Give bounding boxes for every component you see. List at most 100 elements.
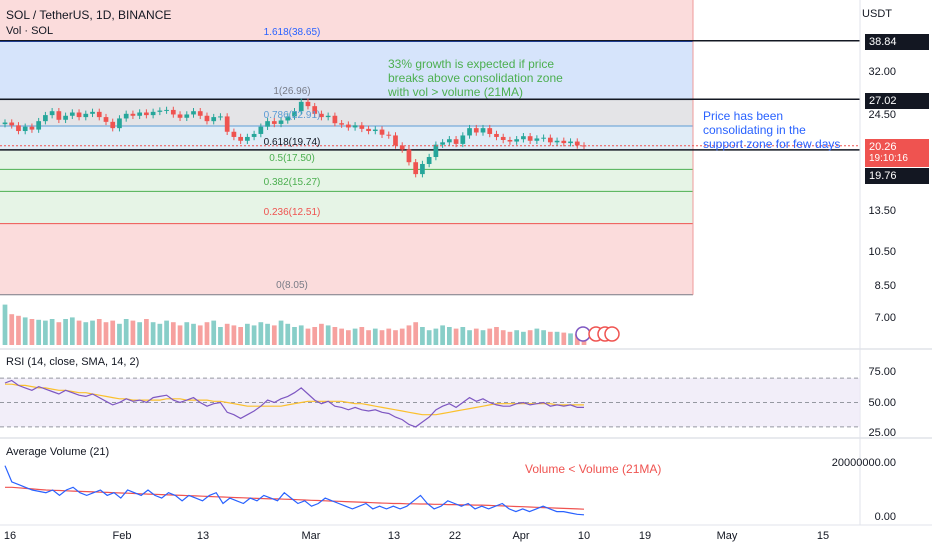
symbol-title[interactable]: SOL / TetherUS, 1D, BINANCE bbox=[6, 8, 172, 22]
avg-volume-tick: 20000000.00 bbox=[831, 457, 896, 469]
volume-bar bbox=[399, 328, 405, 345]
volume-bar bbox=[366, 330, 371, 345]
volume-bar bbox=[325, 325, 331, 345]
candle-body bbox=[568, 141, 573, 144]
price-tick: 10.50 bbox=[868, 246, 896, 258]
volume-bar bbox=[69, 317, 75, 345]
candle-body bbox=[426, 157, 432, 164]
candle-body bbox=[413, 162, 419, 175]
event-icon bbox=[604, 326, 620, 342]
rsi-tick: 75.00 bbox=[868, 366, 896, 378]
volume-bar bbox=[117, 323, 122, 345]
candle-body bbox=[514, 139, 520, 142]
candle-body bbox=[29, 126, 35, 130]
volume-bar bbox=[144, 319, 149, 345]
fib-label-0: 0(8.05) bbox=[276, 280, 308, 291]
growth-annotation[interactable]: 33% growth is expected if price breaks a… bbox=[388, 57, 563, 99]
volume-bar bbox=[292, 327, 297, 345]
fib-zone bbox=[0, 169, 693, 192]
fib-label-1: 1(26.96) bbox=[273, 86, 311, 97]
price-tick: 8.50 bbox=[874, 280, 896, 292]
volume-bar bbox=[224, 323, 230, 345]
volume-bar bbox=[218, 327, 223, 345]
volume-bar bbox=[245, 323, 250, 345]
volume-bar bbox=[554, 331, 560, 345]
volume-bar bbox=[36, 319, 42, 345]
volume-bar bbox=[460, 327, 466, 345]
time-tick: 10 bbox=[577, 530, 591, 542]
candle-body bbox=[312, 106, 318, 114]
candle-body bbox=[117, 118, 122, 129]
candle-body bbox=[467, 128, 472, 136]
volume-annotation[interactable]: Volume < Volume (21MA) bbox=[525, 462, 662, 476]
candle-body bbox=[406, 149, 412, 163]
volume-bar bbox=[29, 319, 35, 345]
volume-bar bbox=[413, 322, 419, 345]
volume-bar bbox=[507, 331, 513, 345]
volume-bar bbox=[521, 331, 526, 345]
price-tag-2702: 27.02 bbox=[865, 93, 929, 109]
time-tick: Mar bbox=[301, 530, 321, 542]
volume-bar bbox=[500, 330, 506, 345]
volume-bar bbox=[346, 330, 351, 345]
candle-body bbox=[480, 128, 486, 133]
candle-body bbox=[399, 145, 405, 150]
volume-bar bbox=[574, 333, 580, 345]
candle-body bbox=[191, 111, 196, 115]
candle-body bbox=[76, 112, 82, 118]
fib-zone bbox=[0, 41, 693, 100]
candle-body bbox=[110, 121, 116, 129]
fib-zone bbox=[0, 125, 693, 150]
volume-bar bbox=[43, 320, 48, 345]
volume-bar bbox=[319, 323, 324, 345]
candle-body bbox=[292, 111, 297, 117]
volume-bar bbox=[150, 322, 156, 345]
volume-bar bbox=[305, 328, 311, 345]
volume-bar bbox=[204, 322, 210, 345]
avg-volume-line bbox=[4, 465, 585, 516]
time-tick: 13 bbox=[196, 530, 210, 542]
candle-body bbox=[224, 116, 230, 132]
rsi-legend[interactable]: RSI (14, close, SMA, 14, 2) bbox=[6, 356, 140, 368]
candle-body bbox=[494, 133, 499, 137]
candle-body bbox=[271, 121, 277, 124]
volume-bar bbox=[110, 320, 116, 345]
volume-bar bbox=[137, 322, 143, 345]
candle-body bbox=[69, 112, 75, 116]
candle-body bbox=[278, 120, 284, 124]
volume-bar bbox=[480, 330, 486, 345]
volume-bar bbox=[278, 320, 284, 345]
candle-body bbox=[144, 112, 149, 116]
volume-bar bbox=[251, 325, 257, 345]
volume-bar bbox=[265, 323, 270, 345]
consolidation-annotation[interactable]: Price has been consolidating in the supp… bbox=[703, 109, 841, 151]
candle-body bbox=[527, 136, 533, 141]
volume-bar bbox=[561, 332, 567, 345]
candle-body bbox=[352, 125, 358, 128]
candle-body bbox=[393, 135, 398, 146]
candle-body bbox=[433, 144, 439, 158]
candle-body bbox=[453, 139, 459, 144]
volume-bar bbox=[9, 314, 15, 345]
avg-volume-legend[interactable]: Average Volume (21) bbox=[6, 446, 110, 458]
volume-bar bbox=[494, 327, 499, 345]
candle-body bbox=[554, 140, 560, 143]
time-tick: Apr bbox=[512, 530, 530, 542]
volume-bar bbox=[386, 328, 392, 345]
volume-bar bbox=[446, 327, 452, 345]
volume-bar bbox=[164, 320, 169, 345]
time-tick: Feb bbox=[112, 530, 132, 542]
volume-bar bbox=[312, 327, 318, 345]
fib-zone bbox=[0, 191, 693, 224]
candle-body bbox=[446, 139, 452, 143]
candle-body bbox=[197, 111, 203, 116]
candle-body bbox=[265, 121, 270, 127]
volume-bar bbox=[16, 315, 21, 345]
volume-bar bbox=[433, 328, 439, 345]
fib-zone bbox=[0, 223, 693, 295]
volume-bar bbox=[352, 328, 358, 345]
volume-bar bbox=[379, 330, 385, 345]
volume-bar bbox=[487, 328, 493, 345]
candle-body bbox=[245, 136, 250, 141]
